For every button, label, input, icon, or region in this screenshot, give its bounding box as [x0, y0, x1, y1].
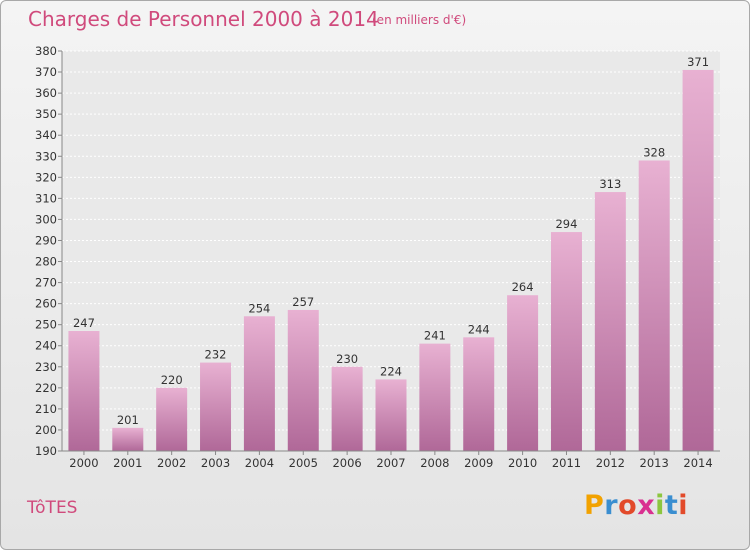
bar-2007 — [375, 379, 407, 451]
bar-2012 — [594, 192, 626, 452]
y-tick-label: 290 — [35, 233, 57, 247]
x-tick-label: 2011 — [552, 456, 581, 470]
value-label: 241 — [424, 329, 446, 343]
logo-letter: t — [664, 490, 679, 521]
logo-letter: r — [604, 490, 619, 521]
y-tick-label: 250 — [35, 318, 57, 332]
x-tick-label: 2005 — [289, 456, 318, 470]
logo-letter: P — [584, 490, 605, 521]
bar-2001 — [112, 427, 144, 451]
x-tick-label: 2000 — [69, 456, 98, 470]
logo-letter: o — [618, 490, 638, 521]
value-label: 244 — [468, 322, 490, 336]
value-label: 264 — [512, 280, 534, 294]
bar-2000 — [68, 331, 100, 451]
y-tick-label: 360 — [35, 86, 57, 100]
bar-2013 — [638, 160, 670, 451]
bar-2006 — [331, 366, 363, 451]
x-tick-label: 2002 — [157, 456, 186, 470]
y-tick-label: 280 — [35, 255, 57, 269]
x-tick-label: 2012 — [596, 456, 625, 470]
y-tick-label: 300 — [35, 212, 57, 226]
value-label: 220 — [161, 373, 183, 387]
logo-letter: x — [637, 490, 656, 521]
bar-2014 — [682, 69, 714, 452]
y-tick-label: 380 — [35, 44, 57, 58]
proxiti-logo: Proxiti — [584, 490, 688, 521]
value-label: 254 — [248, 301, 270, 315]
x-tick-label: 2006 — [332, 456, 361, 470]
y-tick-label: 310 — [35, 191, 57, 205]
y-tick-label: 240 — [35, 339, 57, 353]
y-tick-label: 370 — [35, 65, 57, 79]
bar-2003 — [200, 362, 232, 451]
y-tick-label: 320 — [35, 170, 57, 184]
bar-2008 — [419, 343, 451, 451]
value-label: 257 — [292, 295, 314, 309]
x-tick-label: 2009 — [464, 456, 493, 470]
value-label: 224 — [380, 364, 402, 378]
value-label: 247 — [73, 316, 95, 330]
y-tick-label: 340 — [35, 128, 57, 142]
bar-2009 — [463, 337, 495, 451]
logo-letter: i — [678, 490, 689, 521]
y-tick-label: 350 — [35, 107, 57, 121]
bar-2010 — [507, 295, 539, 451]
y-tick-label: 200 — [35, 423, 57, 437]
bar-2005 — [287, 309, 319, 451]
x-tick-label: 2003 — [201, 456, 230, 470]
value-label: 201 — [117, 413, 139, 427]
x-tick-label: 2014 — [683, 456, 712, 470]
x-tick-label: 2013 — [640, 456, 669, 470]
y-tick-label: 230 — [35, 360, 57, 374]
chart-title: Charges de Personnel 2000 à 2014 — [28, 7, 379, 31]
value-label: 328 — [643, 145, 665, 159]
logo-letter: i — [655, 490, 665, 521]
value-label: 313 — [599, 177, 621, 191]
bar-2004 — [243, 316, 275, 451]
y-tick-label: 270 — [35, 276, 57, 290]
value-label: 294 — [555, 217, 577, 231]
chart-subtitle: (en milliers d'€) — [372, 13, 467, 27]
commune-name: TôTES — [27, 498, 78, 518]
x-tick-label: 2004 — [245, 456, 274, 470]
x-tick-label: 2007 — [376, 456, 405, 470]
y-tick-label: 220 — [35, 381, 57, 395]
x-tick-label: 2008 — [420, 456, 449, 470]
y-tick-label: 260 — [35, 297, 57, 311]
bar-2011 — [550, 232, 582, 451]
y-tick-label: 330 — [35, 149, 57, 163]
y-tick-label: 190 — [35, 444, 57, 458]
y-tick-label: 210 — [35, 402, 57, 416]
bar-2002 — [156, 387, 188, 451]
value-label: 232 — [205, 348, 227, 362]
x-tick-label: 2010 — [508, 456, 537, 470]
value-label: 230 — [336, 352, 358, 366]
x-tick-label: 2001 — [113, 456, 142, 470]
value-label: 371 — [687, 55, 709, 69]
